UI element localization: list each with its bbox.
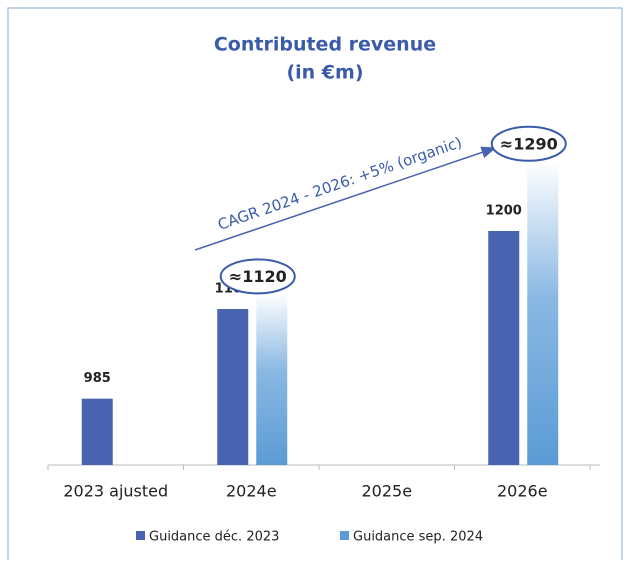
x-tick-label: 2025e bbox=[361, 482, 412, 501]
data-label: ≈1120 bbox=[229, 267, 287, 286]
x-tick-label: 2024e bbox=[226, 482, 277, 501]
data-label: ≈1290 bbox=[500, 134, 558, 153]
legend-swatch bbox=[340, 531, 349, 540]
chart-title: Contributed revenue bbox=[214, 34, 436, 56]
legend-label: Guidance déc. 2023 bbox=[149, 530, 279, 545]
label-ellipse bbox=[219, 258, 296, 295]
frame bbox=[7, 7, 623, 560]
x-tick-label: 2026e bbox=[497, 482, 548, 501]
x-tick-label: 2023 ajusted bbox=[63, 482, 168, 501]
bar bbox=[488, 231, 520, 465]
annotation: CAGR 2024 - 2026: +5% (organic) bbox=[215, 133, 464, 234]
chart-title: (in €m) bbox=[286, 62, 363, 84]
bar bbox=[527, 160, 559, 466]
label-ellipse bbox=[490, 125, 567, 162]
data-label: 985 bbox=[84, 371, 111, 386]
bar bbox=[256, 293, 288, 465]
data-label: 1200 bbox=[486, 204, 522, 219]
cagr-arrow bbox=[194, 146, 497, 251]
bar bbox=[81, 398, 113, 465]
legend-label: Guidance sep. 2024 bbox=[353, 530, 483, 545]
legend-swatch bbox=[136, 531, 145, 540]
bar bbox=[217, 309, 249, 465]
